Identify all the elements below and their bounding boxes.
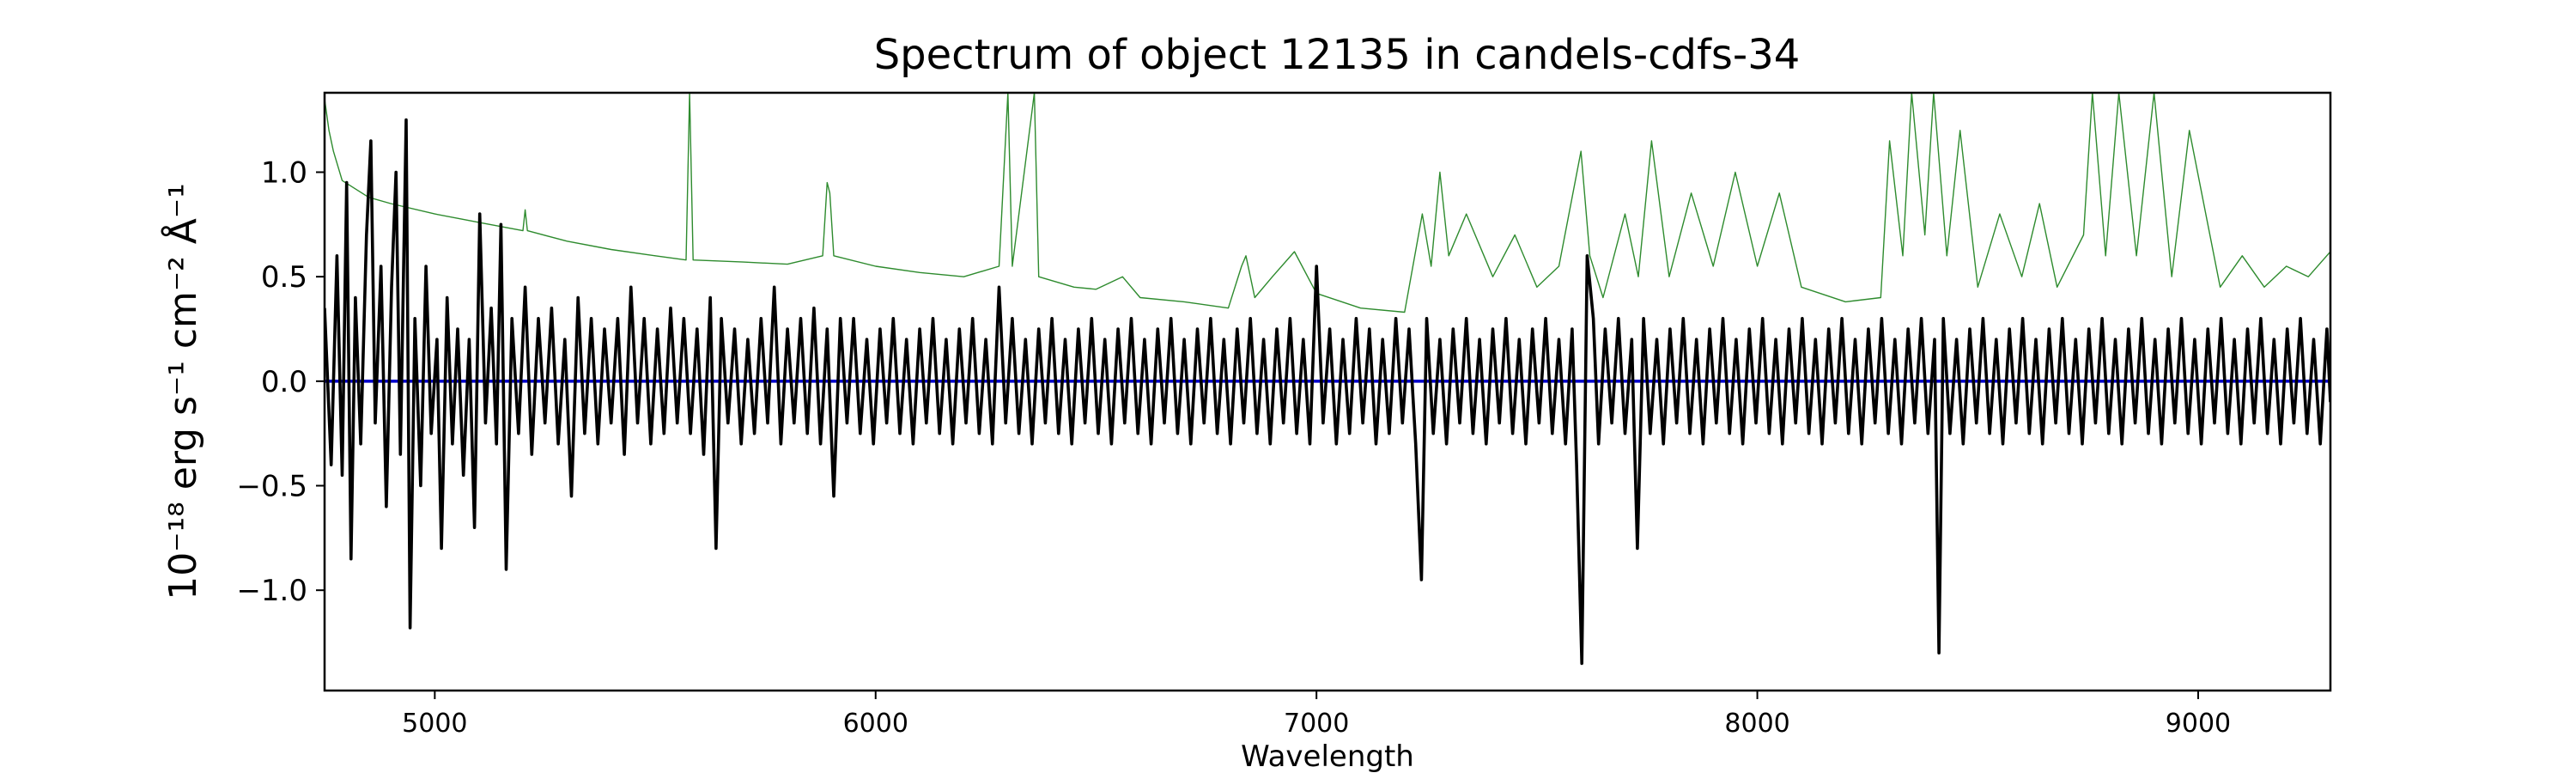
x-tick-label: 6000: [843, 709, 908, 739]
x-tick-label: 5000: [402, 709, 467, 739]
x-tick-label: 7000: [1284, 709, 1349, 739]
chart-title: Spectrum of object 12135 in candels-cdfs…: [874, 31, 1801, 79]
plot-frame: [323, 91, 2332, 692]
y-tick-label: −0.5: [236, 470, 307, 504]
plot-area: [325, 93, 2330, 666]
y-tick-label: 1.0: [261, 155, 307, 190]
x-axis: 5000 6000 7000 8000 9000: [402, 691, 2231, 739]
error-series-line: [325, 93, 2330, 313]
y-tick-label: 0.0: [261, 365, 307, 399]
y-tick-label: −1.0: [236, 574, 307, 608]
y-axis-label: 10⁻¹⁸ erg s⁻¹ cm⁻² Å⁻¹: [160, 183, 205, 600]
x-tick-label: 9000: [2166, 709, 2231, 739]
y-axis: −1.0 −0.5 0.0 0.5 1.0: [236, 155, 325, 608]
flux-series-line: [325, 118, 2330, 666]
y-tick-label: 0.5: [261, 260, 307, 295]
x-axis-label: Wavelength: [1241, 740, 1414, 773]
x-tick-label: 8000: [1724, 709, 1789, 739]
